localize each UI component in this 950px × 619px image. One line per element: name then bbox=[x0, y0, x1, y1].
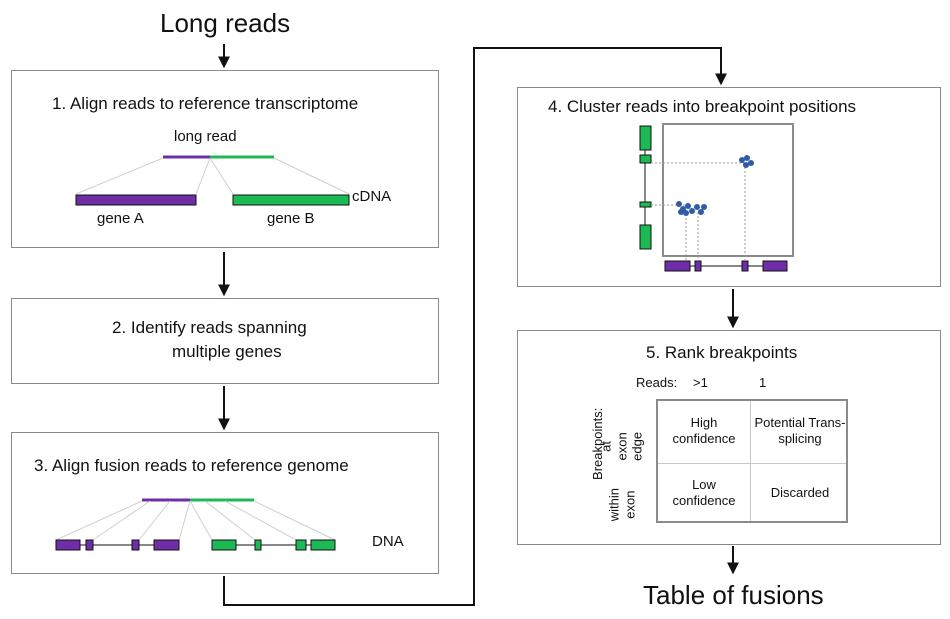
step4-green-exon-3 bbox=[639, 201, 652, 208]
cell-discarded: Discarded bbox=[770, 485, 830, 500]
step1-gene-a-label: gene A bbox=[97, 210, 144, 227]
step3-title: 3. Align fusion reads to reference genom… bbox=[34, 456, 349, 475]
step5-title: 5. Rank breakpoints bbox=[646, 343, 798, 362]
step5-col-1: 1 bbox=[759, 375, 767, 390]
cell-high-confidence: High confidence bbox=[672, 415, 736, 447]
step4-plot-frame bbox=[662, 123, 794, 257]
flow-arrows bbox=[218, 44, 739, 606]
footer-title: Table of fusions bbox=[643, 580, 824, 610]
step5-col-gt1: >1 bbox=[693, 375, 708, 390]
step1-read-label: long read bbox=[174, 128, 237, 145]
step5-table-vline bbox=[750, 401, 751, 521]
step4-purple-exon-2 bbox=[694, 260, 702, 272]
step1-gene-b-label: gene B bbox=[267, 210, 315, 227]
step1-drawing bbox=[75, 155, 350, 206]
step3-green-exon-4 bbox=[310, 539, 336, 551]
step1-cdna-label: cDNA bbox=[352, 188, 392, 205]
step4-purple-exon-1 bbox=[664, 260, 691, 272]
cell-low-confidence: Low confidence bbox=[672, 477, 736, 509]
step4-drawing bbox=[639, 123, 794, 272]
step1-box: 1. Align reads to reference transcriptom… bbox=[11, 70, 439, 248]
step3-green-exon-3 bbox=[295, 539, 307, 551]
step4-purple-exon-4 bbox=[762, 260, 788, 272]
step5-table-hline bbox=[658, 463, 846, 464]
step3-purple-exon-2 bbox=[85, 539, 94, 551]
step3-purple-exon-4 bbox=[153, 539, 180, 551]
step2-title-line1: 2. Identify reads spanning bbox=[112, 318, 307, 337]
step1-title: 1. Align reads to reference transcriptom… bbox=[52, 94, 359, 113]
step4-box: 4. Cluster reads into breakpoint positio… bbox=[517, 87, 941, 287]
step3-green-exon-1 bbox=[211, 539, 237, 551]
header-title: Long reads bbox=[160, 8, 291, 38]
step4-green-exon-1 bbox=[639, 125, 652, 151]
step4-green-exon-4 bbox=[639, 224, 652, 250]
step1-gene-a-bar bbox=[75, 194, 197, 206]
step5-reads-label: Reads: bbox=[636, 375, 678, 390]
step4-title: 4. Cluster reads into breakpoint positio… bbox=[548, 97, 857, 116]
step3-purple-exon-3 bbox=[131, 539, 140, 551]
step4-read-dots bbox=[676, 155, 754, 216]
step4-green-exon-2 bbox=[639, 154, 652, 164]
arrow-step3-to-step4 bbox=[223, 47, 727, 606]
step5-table: High confidence Potential Trans-splicing… bbox=[656, 399, 848, 523]
cell-potential-trans-splicing: Potential Trans-splicing bbox=[754, 415, 846, 447]
step2-title-line2: multiple genes bbox=[172, 342, 282, 361]
step5-box: 5. Rank breakpoints Reads: >1 1 Breakpoi… bbox=[517, 330, 941, 545]
step3-dna-label: DNA bbox=[372, 533, 404, 550]
step3-drawing bbox=[55, 498, 336, 551]
step2-box: 2. Identify reads spanning multiple gene… bbox=[11, 298, 439, 384]
step4-purple-exon-3 bbox=[741, 260, 749, 272]
step1-gene-b-bar bbox=[232, 194, 350, 206]
step3-purple-exon-1 bbox=[55, 539, 81, 551]
step3-green-exon-2 bbox=[254, 539, 262, 551]
